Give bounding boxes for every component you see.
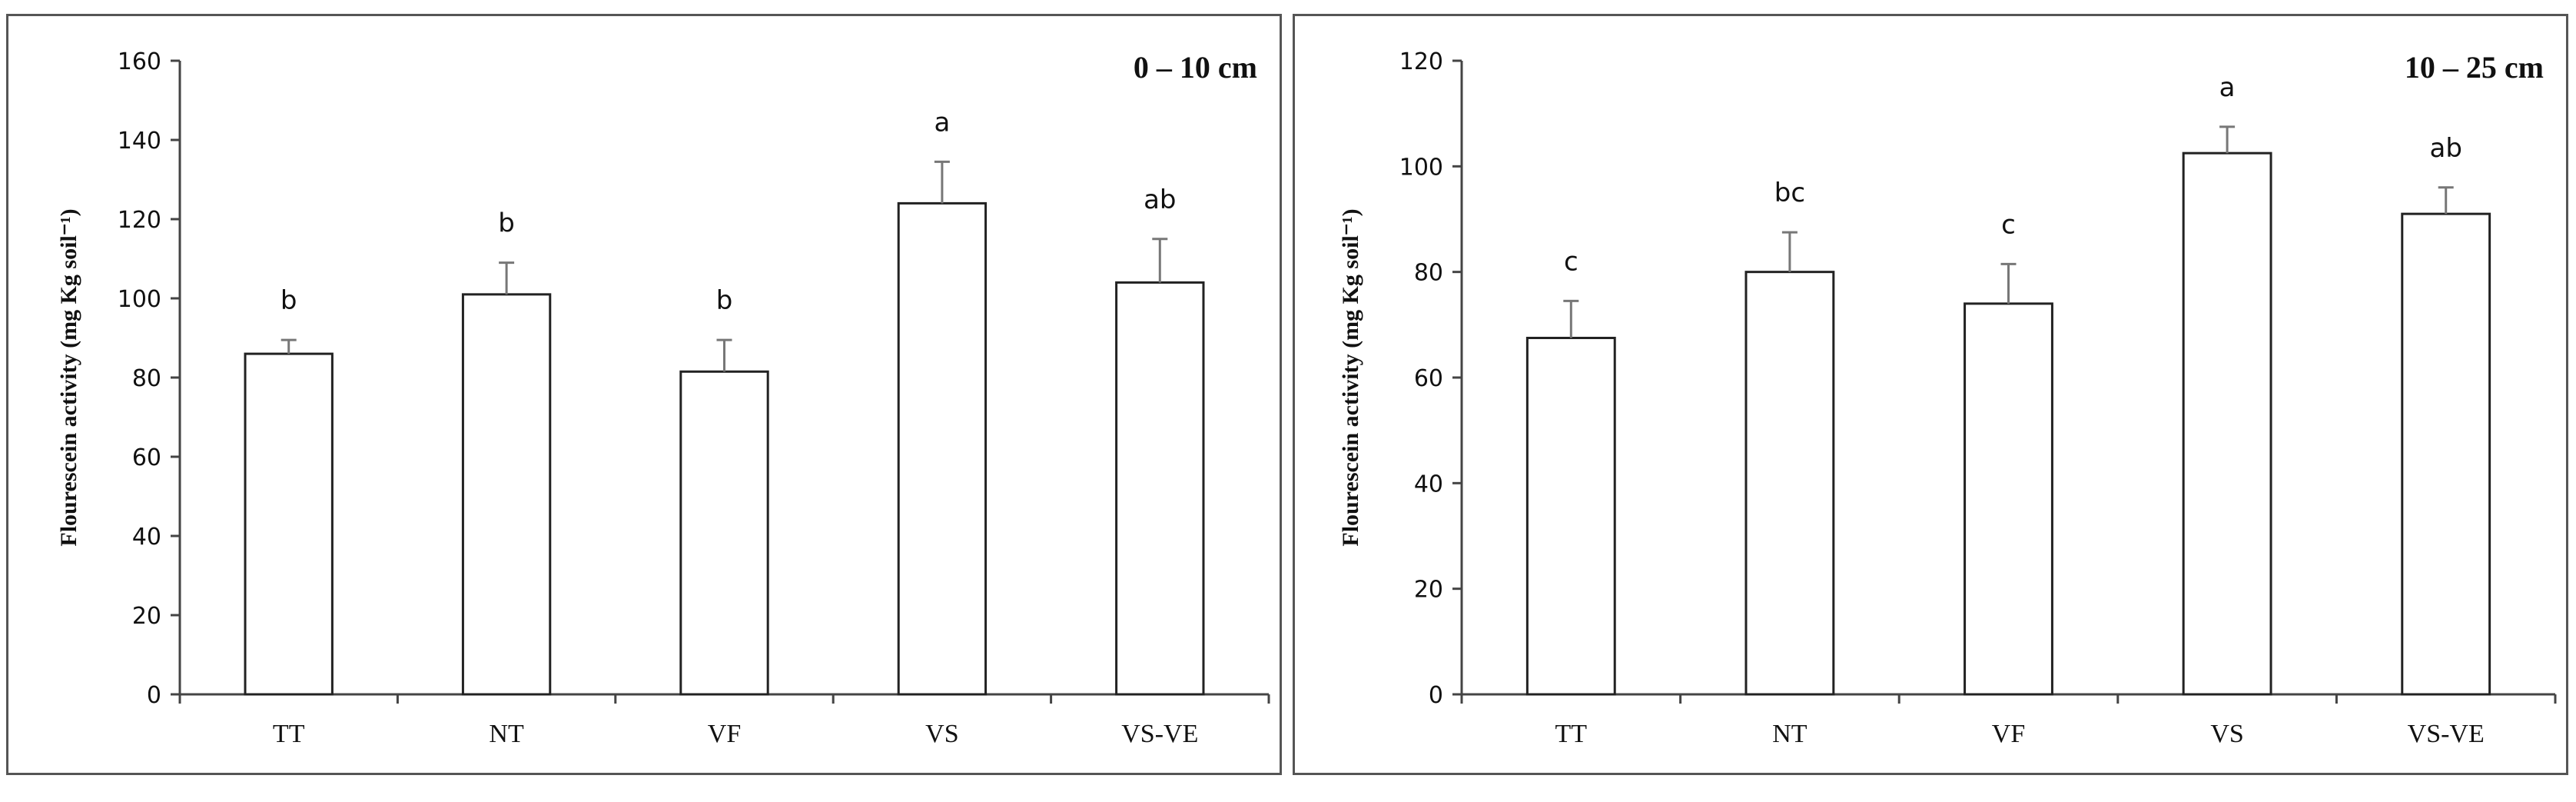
chart-0-10cm: 0 20 40 60 80 100 120 140 160 b TT b NT b VF a VS ab VS-VE… — [56, 48, 1270, 748]
significance-letter: b — [281, 285, 297, 316]
x-tick-label: VS-VE — [1121, 720, 1198, 748]
significance-letter: b — [716, 285, 733, 316]
chart-10-25cm: 0 20 40 60 80 100 120 c TT bc NT c VF a VS ab VS-VE Flour… — [1338, 48, 2557, 748]
bar-tt — [1525, 337, 1616, 696]
y-tick-label: 0 — [1429, 682, 1443, 709]
significance-letter: bc — [1774, 178, 1805, 208]
y-tick-label: 20 — [1414, 577, 1443, 604]
bar-nt — [461, 293, 552, 696]
x-tick-label: VS-VE — [2408, 720, 2485, 748]
significance-letter: b — [498, 208, 515, 239]
y-tick-label: 20 — [132, 603, 161, 630]
y-tick-label: 60 — [1414, 365, 1443, 392]
y-tick-label: 0 — [147, 682, 161, 709]
significance-letter: c — [2001, 209, 2016, 240]
y-tick-label: 120 — [1399, 48, 1443, 75]
y-tick-label: 160 — [118, 48, 161, 75]
bar-vs — [2182, 151, 2272, 696]
significance-letter: c — [1564, 246, 1578, 277]
x-tick-label: VF — [1992, 720, 2025, 748]
y-tick-label: 120 — [118, 207, 161, 234]
chart-title: 0 – 10 cm — [1134, 50, 1257, 85]
bar-vf — [679, 370, 769, 696]
significance-letter: ab — [1144, 185, 1176, 215]
y-tick-label: 100 — [1399, 154, 1443, 181]
x-tick-label: NT — [489, 720, 524, 748]
chart-panel-10-25cm: 0 20 40 60 80 100 120 c TT bc NT c VF a VS ab VS-VE Flour… — [1293, 14, 2568, 775]
bar-vs — [897, 201, 988, 696]
y-tick-label: 80 — [132, 365, 161, 392]
x-tick-label: VF — [708, 720, 741, 748]
x-tick-label: TT — [273, 720, 305, 748]
y-tick-label: 40 — [132, 524, 161, 551]
significance-letter: a — [2219, 72, 2236, 103]
y-tick-label: 80 — [1414, 260, 1443, 287]
bar-vs-ve — [1115, 281, 1205, 696]
chart-title: 10 – 25 cm — [2405, 50, 2544, 85]
x-tick-label: VS — [2210, 720, 2243, 748]
y-tick-label: 140 — [118, 128, 161, 155]
bar-nt — [1744, 271, 1835, 696]
chart-panel-0-10cm: 0 20 40 60 80 100 120 140 160 b TT b NT b VF a VS ab VS-VE… — [6, 14, 1282, 775]
x-tick-label: VS — [925, 720, 958, 748]
x-tick-label: TT — [1555, 720, 1588, 748]
significance-letter: a — [934, 107, 950, 138]
y-tick-label: 40 — [1414, 471, 1443, 498]
y-tick-label: 100 — [118, 286, 161, 313]
bar-tt — [244, 352, 334, 696]
bar-vs-ve — [2401, 212, 2491, 696]
y-axis-label: Flourescein activity (mg Kg soil⁻¹) — [56, 208, 81, 546]
y-tick-label: 60 — [132, 444, 161, 471]
bar-vf — [1964, 302, 2053, 696]
x-tick-label: NT — [1772, 720, 1808, 748]
significance-letter: ab — [2429, 133, 2461, 164]
y-axis-label: Flourescein activity (mg Kg soil⁻¹) — [1338, 208, 1363, 546]
